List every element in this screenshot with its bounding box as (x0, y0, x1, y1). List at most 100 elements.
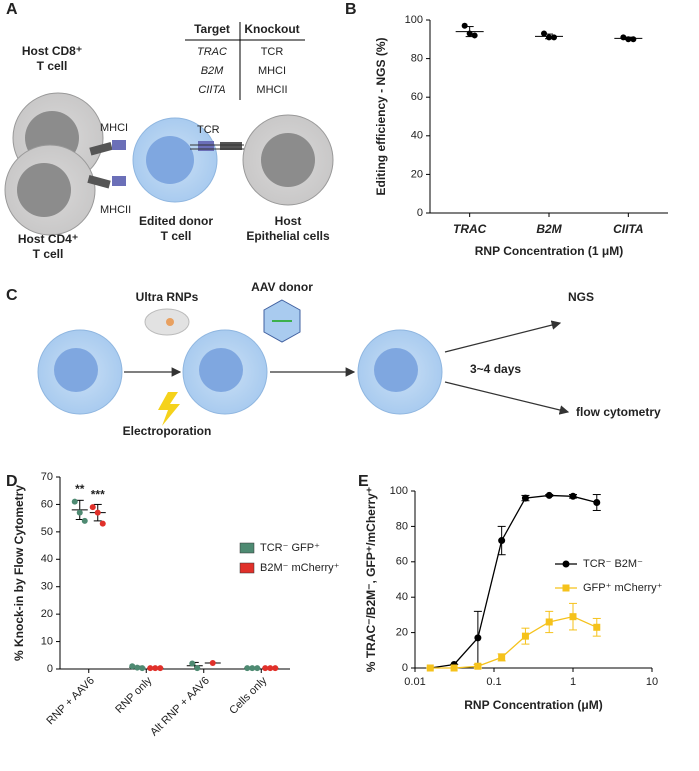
data-point (129, 663, 136, 670)
data-point (139, 665, 146, 672)
panel-label: A (6, 1, 18, 18)
significance: *** (91, 487, 105, 501)
data-point (262, 665, 269, 672)
legend-marker (562, 560, 570, 568)
lightning-icon (158, 392, 180, 426)
arrows (124, 320, 570, 415)
data-point (249, 665, 256, 672)
legend-swatch (239, 542, 255, 554)
x-tick-label: 1 (570, 676, 576, 688)
receptor-label: MHCII (100, 204, 131, 216)
data-point (81, 517, 88, 524)
cells-c (37, 329, 443, 415)
data-point (593, 499, 601, 507)
y-tick-label: 100 (390, 485, 408, 497)
data-point (189, 660, 196, 667)
data-point (152, 665, 159, 672)
data-point (545, 618, 553, 626)
step-label: Ultra RNPs (136, 290, 199, 304)
time-label: 3~4 days (470, 362, 521, 376)
data-point (147, 665, 154, 672)
y-tick-label: 30 (41, 581, 53, 593)
series-line (430, 615, 598, 669)
legend-label: TCR⁻ GFP⁺ (260, 542, 320, 554)
series-line (430, 494, 597, 669)
data-point (76, 509, 83, 516)
table-cell: MHCII (256, 84, 287, 96)
y-tick-label: 40 (396, 591, 408, 603)
table-header: Target (194, 22, 230, 36)
cell-label: T cell (37, 59, 68, 73)
data-point (593, 623, 601, 631)
data-point (99, 520, 106, 527)
data-point (474, 662, 482, 670)
x-tick-label: RNP only (113, 674, 155, 716)
aav-icon (263, 299, 301, 343)
x-tick-label: 0.01 (404, 676, 425, 688)
data-point (426, 664, 434, 672)
y-tick-label: 80 (396, 520, 408, 532)
data-point (134, 664, 141, 671)
readout-label: flow cytometry (576, 405, 661, 419)
legend-label: GFP⁺ mCherry⁺ (583, 582, 663, 594)
y-tick-label: 60 (396, 556, 408, 568)
data-point (194, 665, 201, 672)
x-tick-label: Alt RNP + AAV6 (148, 675, 212, 739)
legend-marker (562, 584, 570, 592)
panel-label: C (6, 287, 18, 304)
y-tick-label: 50 (41, 526, 53, 538)
panel-label: D (6, 473, 18, 490)
y-tick-label: 80 (411, 53, 423, 65)
data-point (498, 537, 506, 545)
x-axis-title: RNP Concentration (μM) (464, 698, 602, 712)
legend-label: B2M⁻ mCherry⁺ (260, 562, 340, 574)
table-cell: CIITA (198, 84, 225, 96)
data-point (471, 32, 478, 39)
table-cell: TRAC (197, 46, 227, 58)
data-point (521, 632, 529, 640)
y-axis-title: % Knock-in by Flow Cytometry (12, 485, 26, 661)
panel-label: B (345, 1, 357, 18)
x-tick-label: TRAC (453, 222, 487, 236)
panel-label: E (358, 473, 369, 490)
cell-label: Epithelial cells (246, 229, 330, 243)
y-tick-label: 0 (417, 207, 423, 219)
data-point (209, 659, 216, 666)
x-tick-label: CIITA (613, 222, 643, 236)
cell-donor (132, 117, 218, 203)
data-point (474, 634, 482, 642)
y-tick-label: 10 (41, 635, 53, 647)
readout-label: NGS (568, 290, 594, 304)
y-axis-title: Editing efficiency - NGS (%) (374, 37, 388, 195)
y-tick-label: 70 (41, 471, 53, 483)
data-point (71, 498, 78, 505)
data-point (546, 34, 552, 41)
target-table: Target Knockout TRAC TCR B2M MHCI CIITA … (185, 22, 305, 100)
cell-cd4 (4, 144, 96, 236)
step-label: Electroporation (123, 424, 212, 438)
y-tick-label: 40 (41, 553, 53, 565)
y-tick-label: 20 (41, 608, 53, 620)
x-axis-title: RNP Concentration (1 μM) (475, 244, 623, 258)
data-point (267, 665, 274, 672)
cell-label: Host (275, 214, 302, 228)
table-header: Knockout (244, 22, 299, 36)
y-tick-label: 40 (411, 130, 423, 142)
data-point (498, 653, 506, 661)
data-point (569, 492, 577, 500)
data-point (244, 665, 251, 672)
data-point (620, 34, 627, 41)
table-cell: MHCI (258, 65, 286, 77)
data-point (551, 34, 557, 41)
rnp-icon (144, 308, 190, 336)
receptor-label: TCR (197, 124, 220, 136)
x-tick-label: B2M (536, 222, 562, 236)
legend-label: TCR⁻ B2M⁻ (583, 558, 643, 570)
cell-label: T cell (33, 247, 64, 261)
data-point (272, 665, 279, 672)
x-tick-label: 0.1 (486, 676, 501, 688)
data-point (545, 491, 553, 499)
receptors (87, 140, 244, 189)
